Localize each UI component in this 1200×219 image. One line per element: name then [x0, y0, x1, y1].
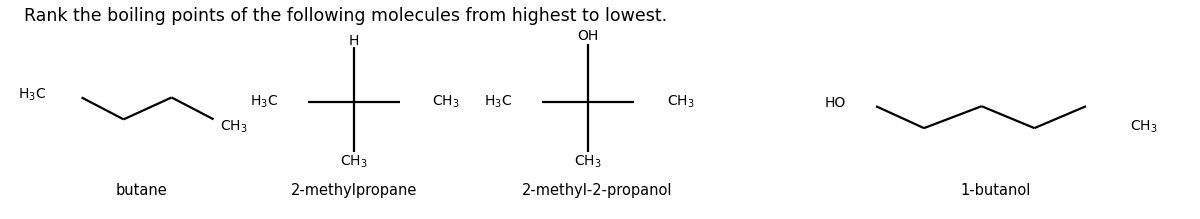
Text: H$_3$C: H$_3$C [485, 94, 512, 110]
Text: HO: HO [824, 96, 846, 110]
Text: H: H [349, 34, 359, 48]
Text: 1-butanol: 1-butanol [961, 183, 1031, 198]
Text: Rank the boiling points of the following molecules from highest to lowest.: Rank the boiling points of the following… [24, 7, 667, 25]
Text: 2-methylpropane: 2-methylpropane [290, 183, 418, 198]
Text: CH$_3$: CH$_3$ [432, 94, 460, 110]
Text: CH$_3$: CH$_3$ [1130, 119, 1158, 135]
Text: OH: OH [577, 29, 599, 43]
Text: 2-methyl-2-propanol: 2-methyl-2-propanol [522, 183, 673, 198]
Text: CH$_3$: CH$_3$ [574, 154, 602, 170]
Text: butane: butane [115, 183, 168, 198]
Text: H$_3$C: H$_3$C [18, 87, 46, 103]
Text: CH$_3$: CH$_3$ [667, 94, 695, 110]
Text: CH$_3$: CH$_3$ [340, 154, 368, 170]
Text: CH$_3$: CH$_3$ [220, 119, 247, 135]
Text: H$_3$C: H$_3$C [251, 94, 278, 110]
